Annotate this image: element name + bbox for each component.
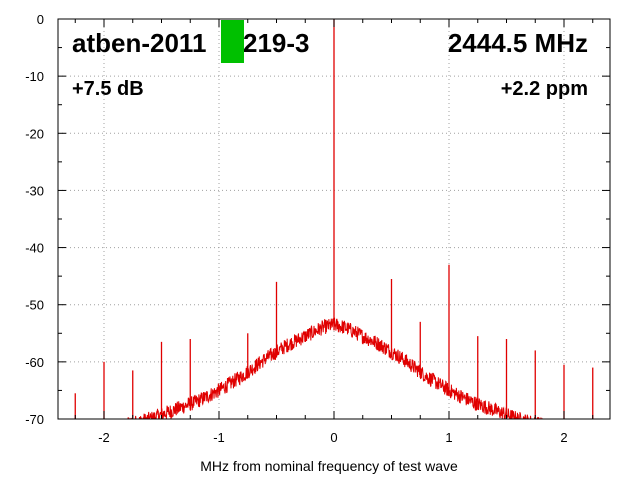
y-tick-label: -60 xyxy=(25,355,44,370)
y-tick-label: -50 xyxy=(25,298,44,313)
y-tick-label: 0 xyxy=(37,12,44,27)
y-tick-label: -30 xyxy=(25,183,44,198)
offset-label: +2.2 ppm xyxy=(501,78,588,100)
y-tick-label: -20 xyxy=(25,126,44,141)
x-tick-label: 1 xyxy=(445,430,452,445)
spectrum-trace xyxy=(115,317,610,419)
x-axis-label: MHz from nominal frequency of test wave xyxy=(200,458,458,474)
frequency-label: 2444.5 MHz xyxy=(448,28,588,58)
gain-label: +7.5 dB xyxy=(72,78,144,100)
device-suffix: 219-3 xyxy=(243,28,310,58)
x-tick-label: -1 xyxy=(213,430,225,445)
y-tick-label: -40 xyxy=(25,241,44,256)
device-name: atben-2011 xyxy=(72,28,206,58)
x-tick-label: 0 xyxy=(330,430,337,445)
y-tick-label: -10 xyxy=(25,69,44,84)
x-tick-label: -2 xyxy=(98,430,110,445)
spur-layer xyxy=(74,19,594,419)
trace-layer xyxy=(115,317,610,419)
x-tick-label: 2 xyxy=(560,430,567,445)
y-tick-label: -70 xyxy=(25,412,44,427)
axes: -2 -1 0 1 20-10-20-30-40-50-60-70 xyxy=(25,12,610,445)
green-marker xyxy=(221,20,244,63)
